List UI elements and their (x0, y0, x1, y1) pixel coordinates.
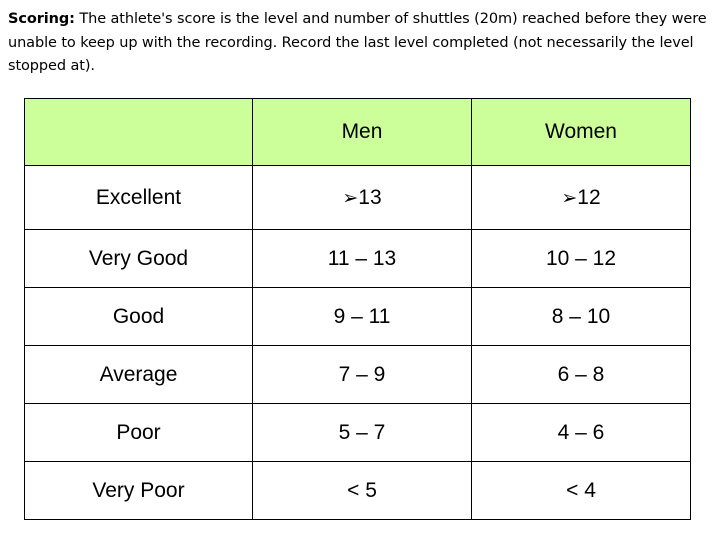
header-men: Men (252, 98, 472, 166)
men-value: 13 (358, 185, 382, 209)
table-row: Average 7 – 9 6 – 8 (24, 345, 691, 404)
table-row: Very Good 11 – 13 10 – 12 (24, 229, 691, 288)
men-cell: 7 – 9 (252, 345, 472, 404)
rating-cell: Average (24, 345, 253, 404)
header-women: Women (471, 98, 691, 166)
rating-cell: Very Poor (24, 461, 253, 520)
men-cell: 5 – 7 (252, 403, 472, 462)
scoring-description: Scoring: The athlete's score is the leve… (8, 8, 712, 79)
women-cell: 6 – 8 (471, 345, 691, 404)
fitness-score-table: Men Women Excellent ➢13 ➢12 Very Good 11… (24, 98, 691, 520)
table-row: Good 9 – 11 8 – 10 (24, 287, 691, 346)
men-cell: ➢13 (252, 165, 472, 230)
men-cell: 11 – 13 (252, 229, 472, 288)
header-rating (24, 98, 253, 166)
women-cell: ➢12 (471, 165, 691, 230)
table-row: Excellent ➢13 ➢12 (24, 165, 691, 230)
table-row: Poor 5 – 7 4 – 6 (24, 403, 691, 462)
table-header-row: Men Women (24, 98, 691, 166)
rating-cell: Good (24, 287, 253, 346)
women-cell: 4 – 6 (471, 403, 691, 462)
men-cell: 9 – 11 (252, 287, 472, 346)
rating-cell: Excellent (24, 165, 253, 230)
women-cell: 8 – 10 (471, 287, 691, 346)
table-row: Very Poor < 5 < 4 (24, 461, 691, 520)
women-value: 12 (577, 185, 601, 209)
rating-cell: Very Good (24, 229, 253, 288)
scoring-label: Scoring: (8, 11, 75, 27)
rating-cell: Poor (24, 403, 253, 462)
women-cell: < 4 (471, 461, 691, 520)
men-cell: < 5 (252, 461, 472, 520)
women-cell: 10 – 12 (471, 229, 691, 288)
scoring-text: The athlete's score is the level and num… (8, 11, 707, 74)
arrow-icon: ➢ (342, 186, 359, 209)
arrow-icon: ➢ (561, 186, 578, 209)
